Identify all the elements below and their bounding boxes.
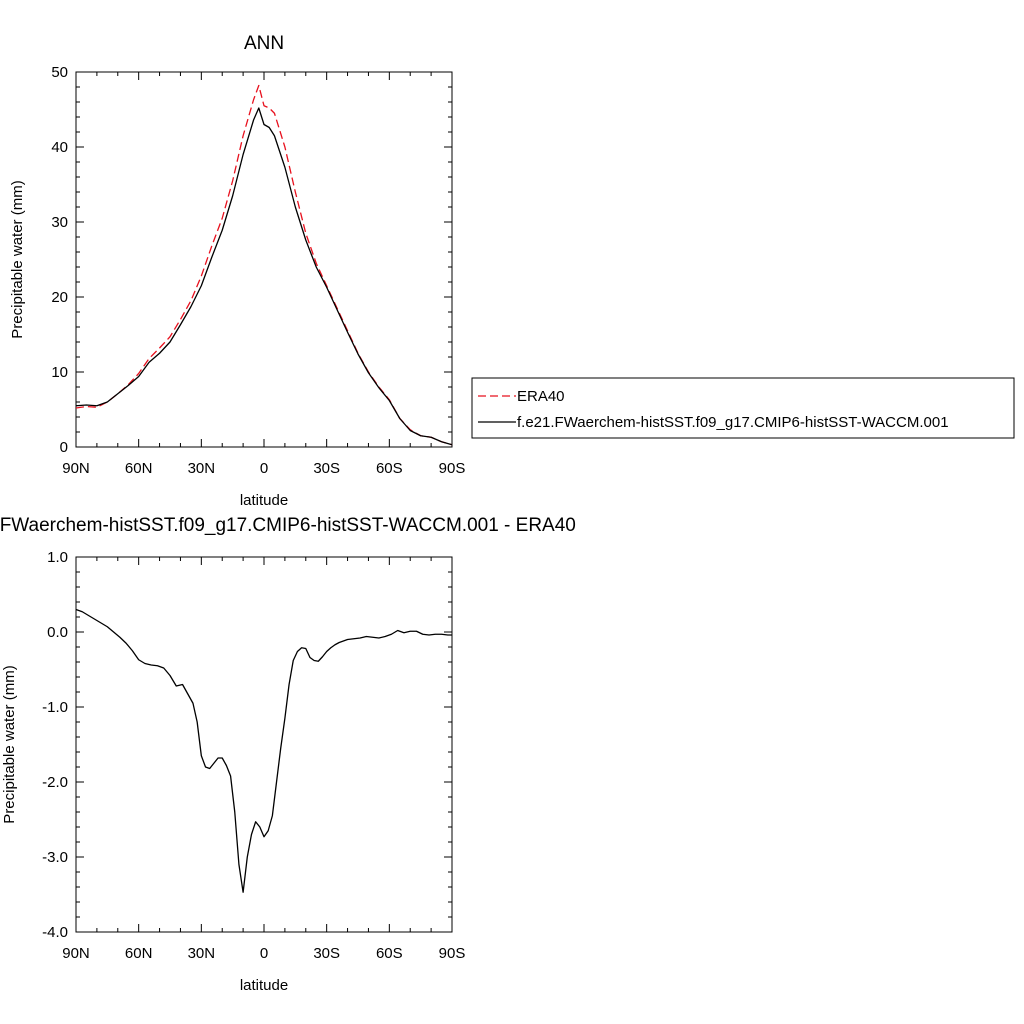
x-tick-label: 90N (62, 945, 90, 962)
x-tick-label: 60N (125, 460, 153, 477)
plot-frame (75, 71, 453, 448)
x-tick-label: 0 (260, 460, 268, 477)
x-tick-label: 60S (376, 945, 403, 962)
y-tick-label: -1.0 (42, 699, 68, 716)
x-axis-label: latitude (240, 977, 288, 994)
x-tick-label: 30S (313, 945, 340, 962)
y-axis-label: Precipitable water (mm) (1, 665, 18, 823)
legend-box (471, 377, 1015, 439)
y-tick-label: 20 (51, 289, 68, 306)
chart-title: ANN (244, 33, 284, 54)
x-tick-label: 90S (439, 945, 466, 962)
x-tick-label: 30N (188, 460, 216, 477)
x-tick-label: 90S (439, 460, 466, 477)
y-tick-label: -3.0 (42, 849, 68, 866)
y-tick-label: -2.0 (42, 774, 68, 791)
plot-frame (75, 556, 453, 933)
series-line-1 (75, 107, 453, 446)
chart-title: f.e21.FWaerchem-histSST.f09_g17.CMIP6-hi… (0, 515, 576, 536)
series-line-0 (75, 84, 453, 446)
x-tick-label: 30S (313, 460, 340, 477)
x-tick-label: 60N (125, 945, 153, 962)
legend-label-1: f.e21.FWaerchem-histSST.f09_g17.CMIP6-hi… (517, 414, 949, 431)
y-tick-label: 0 (60, 439, 68, 456)
y-tick-label: 30 (51, 214, 68, 231)
x-tick-label: 0 (260, 945, 268, 962)
legend-label-0: ERA40 (517, 388, 565, 405)
y-axis-label: Precipitable water (mm) (9, 180, 26, 338)
y-tick-label: 0.0 (47, 624, 68, 641)
top-chart-panel: ANN 90N 60N 30N 0 30S 60S 90S 0 10 20 30 40 50 latitud… (9, 33, 465, 509)
x-tick-label: 90N (62, 460, 90, 477)
y-tick-label: 1.0 (47, 549, 68, 566)
x-tick-label: 30N (188, 945, 216, 962)
x-tick-label: 60S (376, 460, 403, 477)
y-tick-label: 50 (51, 64, 68, 81)
series-line-0 (75, 608, 452, 893)
y-tick-label: -4.0 (42, 924, 68, 941)
bottom-chart-panel: f.e21.FWaerchem-histSST.f09_g17.CMIP6-hi… (0, 515, 576, 994)
legend: ERA40 f.e21.FWaerchem-histSST.f09_g17.CMI… (471, 377, 1015, 439)
y-tick-label: 40 (51, 139, 68, 156)
x-axis-label: latitude (240, 492, 288, 509)
y-tick-label: 10 (51, 364, 68, 381)
